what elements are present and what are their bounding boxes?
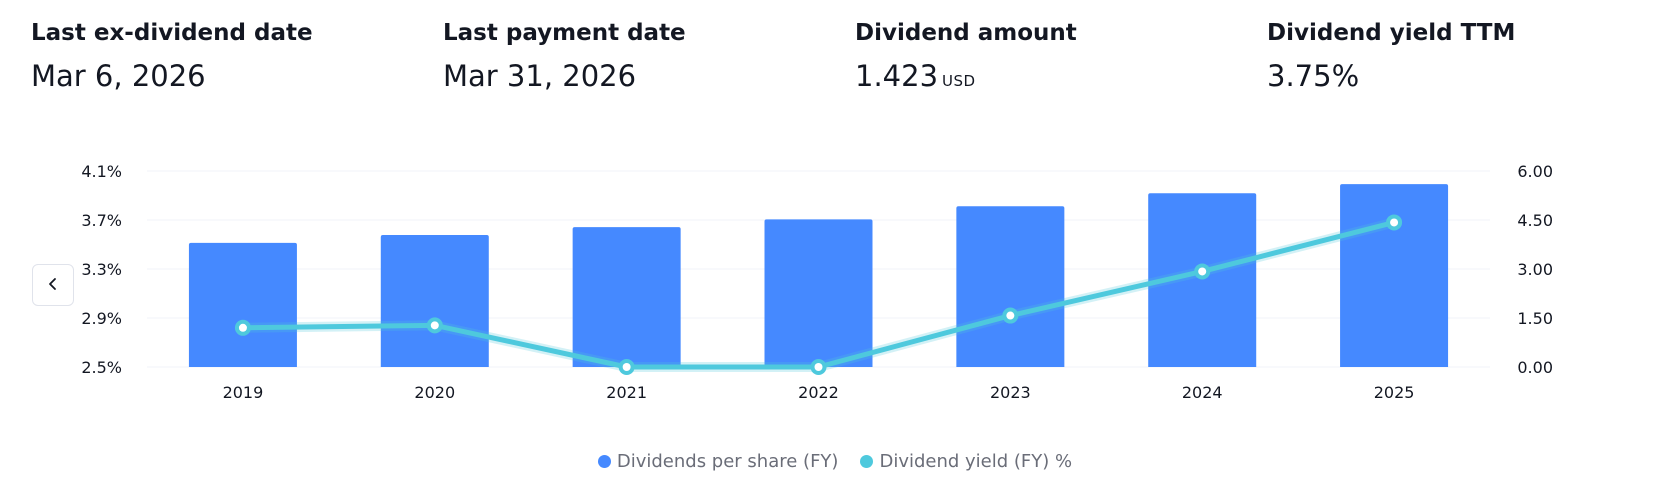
stat-value: Mar 31, 2026 [443, 56, 686, 96]
stat-value-text: 3.75% [1267, 59, 1360, 93]
yield-point-center [238, 323, 247, 332]
x-axis-tick-label: 2024 [1182, 383, 1223, 402]
bar-dividends-2021 [572, 227, 681, 367]
x-axis-tick-label: 2020 [414, 383, 455, 402]
x-axis-tick-label: 2019 [223, 383, 264, 402]
legend-swatch-dividends [597, 454, 611, 468]
right-axis-tick-label: 1.50 [1517, 309, 1553, 328]
right-axis-tick-label: 6.00 [1517, 162, 1553, 181]
legend-swatch-yield [860, 454, 874, 468]
bar-dividends-2020 [380, 235, 489, 367]
legend-item-dividends-per-share[interactable]: Dividends per share (FY) [597, 450, 839, 472]
stat-value: 3.75% [1267, 56, 1515, 96]
previous-page-button[interactable] [32, 264, 74, 306]
right-axis-tick-label: 3.00 [1517, 260, 1553, 279]
legend-label: Dividend yield (FY) % [879, 450, 1073, 472]
stat-last-payment-date: Last payment date Mar 31, 2026 [443, 18, 686, 96]
stat-label: Dividend amount [855, 20, 1077, 46]
yield-point-center [1006, 311, 1015, 320]
yield-point-center [1390, 218, 1399, 227]
yield-point-center [1198, 267, 1207, 276]
yield-point-center [430, 321, 439, 330]
bar-dividends-2023 [956, 206, 1065, 367]
legend-item-dividend-yield[interactable]: Dividend yield (FY) % [860, 451, 1072, 472]
yield-point-center [814, 363, 823, 371]
bar-dividends-2025 [1340, 184, 1449, 367]
legend-label: Dividends per share (FY) [616, 450, 839, 472]
x-axis-tick-label: 2025 [1374, 383, 1415, 402]
stat-value-text: Mar 31, 2026 [443, 59, 637, 93]
right-axis-tick-label: 4.50 [1517, 211, 1553, 230]
left-axis-tick-label: 4.1% [81, 162, 122, 181]
bar-dividends-2024 [1148, 193, 1257, 367]
stat-value: Mar 6, 2026 [31, 56, 313, 96]
bar-dividends-2022 [764, 219, 873, 367]
currency-unit: USD [942, 72, 976, 90]
chart-legend: Dividends per share (FY) Dividend yield … [0, 446, 1670, 476]
left-axis-tick-label: 2.5% [81, 358, 122, 377]
dividend-stats: Last ex-dividend date Mar 6, 2026 Last p… [0, 0, 1670, 110]
stat-label: Dividend yield TTM [1267, 20, 1516, 46]
x-axis-tick-label: 2022 [798, 383, 839, 402]
stat-dividend-amount: Dividend amount 1.423 USD [855, 18, 1077, 101]
x-axis-tick-label: 2021 [606, 383, 647, 402]
x-axis-tick-label: 2023 [990, 383, 1031, 402]
stat-dividend-yield-ttm: Dividend yield TTM 3.75% [1267, 18, 1515, 96]
chevron-left-icon [46, 276, 60, 295]
bar-dividends-2019 [188, 242, 297, 367]
stat-value: 1.423 USD [855, 56, 1077, 101]
left-axis-tick-label: 3.7% [81, 211, 122, 230]
dividend-chart: 4.1% 3.7% 3.3% 2.9% 2.5% 6.00 4.50 3.00 1.50 0.00… [81, 162, 1553, 402]
stat-value-text: 1.423 [855, 59, 939, 93]
left-axis-tick-label: 3.3% [81, 260, 122, 279]
stat-label: Last payment date [443, 20, 686, 46]
stat-label: Last ex-dividend date [31, 20, 313, 46]
left-axis-tick-label: 2.9% [81, 309, 122, 328]
stat-value-text: Mar 6, 2026 [31, 59, 206, 93]
right-axis-tick-label: 0.00 [1517, 358, 1553, 377]
yield-point-center [622, 363, 631, 371]
stat-last-ex-dividend-date: Last ex-dividend date Mar 6, 2026 [31, 18, 313, 96]
